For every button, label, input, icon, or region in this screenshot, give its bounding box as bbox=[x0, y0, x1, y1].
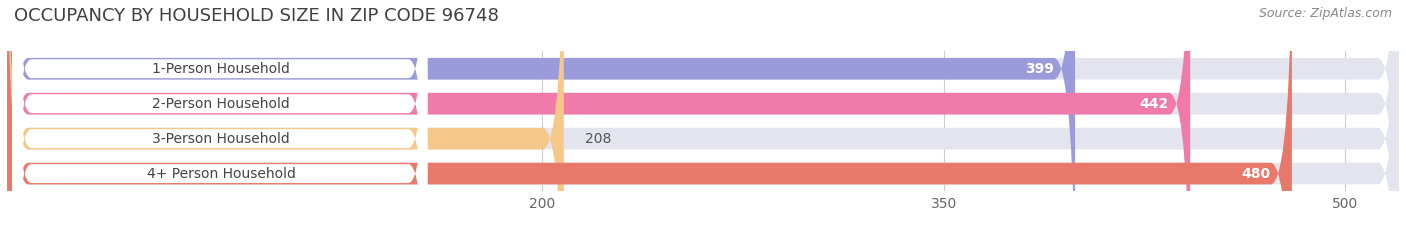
Text: 2-Person Household: 2-Person Household bbox=[152, 97, 290, 111]
FancyBboxPatch shape bbox=[13, 0, 427, 233]
Text: 399: 399 bbox=[1025, 62, 1053, 76]
FancyBboxPatch shape bbox=[7, 0, 1076, 233]
Text: Source: ZipAtlas.com: Source: ZipAtlas.com bbox=[1258, 7, 1392, 20]
FancyBboxPatch shape bbox=[7, 0, 1399, 233]
FancyBboxPatch shape bbox=[13, 0, 427, 233]
Text: 442: 442 bbox=[1139, 97, 1168, 111]
FancyBboxPatch shape bbox=[7, 0, 1399, 233]
FancyBboxPatch shape bbox=[13, 0, 427, 233]
Text: 4+ Person Household: 4+ Person Household bbox=[146, 167, 295, 181]
FancyBboxPatch shape bbox=[7, 0, 1399, 233]
FancyBboxPatch shape bbox=[7, 0, 1191, 233]
FancyBboxPatch shape bbox=[13, 0, 427, 233]
FancyBboxPatch shape bbox=[7, 0, 1399, 233]
FancyBboxPatch shape bbox=[7, 0, 564, 233]
Text: 3-Person Household: 3-Person Household bbox=[152, 132, 290, 146]
Text: 208: 208 bbox=[585, 132, 612, 146]
Text: 480: 480 bbox=[1241, 167, 1271, 181]
FancyBboxPatch shape bbox=[7, 0, 1292, 233]
Text: OCCUPANCY BY HOUSEHOLD SIZE IN ZIP CODE 96748: OCCUPANCY BY HOUSEHOLD SIZE IN ZIP CODE … bbox=[14, 7, 499, 25]
Text: 1-Person Household: 1-Person Household bbox=[152, 62, 290, 76]
